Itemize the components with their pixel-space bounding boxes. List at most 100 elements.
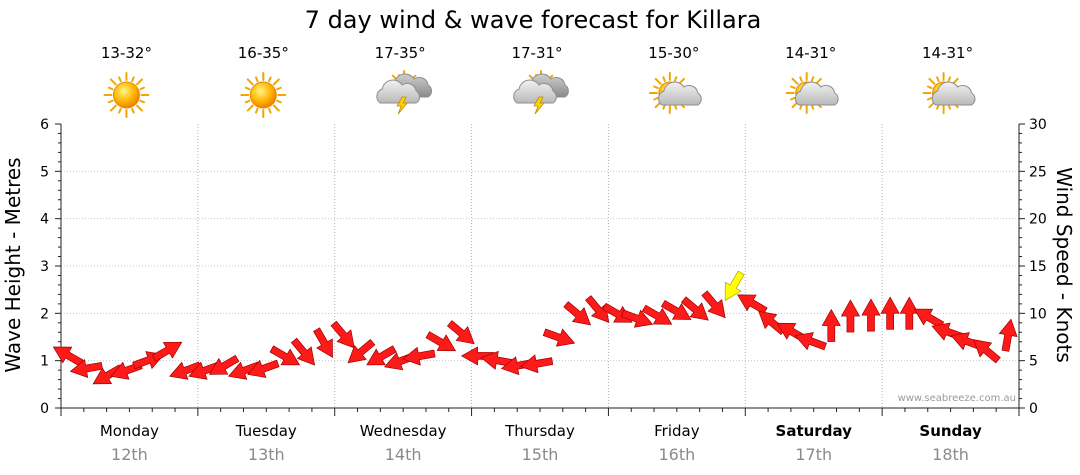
wind-arrow-shape bbox=[290, 337, 316, 366]
wind-arrow-marker bbox=[660, 299, 692, 320]
wind-arrow-marker bbox=[425, 331, 457, 352]
wind-arrow-marker bbox=[542, 328, 576, 347]
wind-arrow-shape bbox=[313, 327, 333, 358]
day-date-label: 15th bbox=[522, 445, 559, 464]
wind-arrow-marker bbox=[290, 337, 316, 366]
wind-arrow-marker bbox=[620, 309, 654, 328]
wind-arrow-shape bbox=[247, 359, 280, 378]
day-date-label: 17th bbox=[795, 445, 832, 464]
wind-arrow-marker bbox=[446, 320, 475, 345]
y2-tick-label: 5 bbox=[1029, 354, 1038, 370]
day-name-label: Monday bbox=[100, 422, 159, 440]
wind-arrow-shape bbox=[151, 341, 183, 362]
y-tick-label: 0 bbox=[40, 401, 49, 417]
wind-arrow-shape bbox=[660, 299, 692, 320]
storm-icon bbox=[513, 70, 569, 115]
wind-arrow-marker bbox=[701, 290, 726, 319]
y-tick-label: 2 bbox=[40, 306, 49, 322]
wind-arrow-shape bbox=[972, 339, 1001, 364]
wind-arrow-marker bbox=[821, 308, 841, 342]
wind-arrow-shape bbox=[208, 354, 240, 375]
temperature-range-label: 17-31° bbox=[511, 44, 562, 62]
wind-arrow-shape bbox=[821, 308, 841, 342]
partly-cloudy-icon bbox=[648, 72, 702, 114]
temperature-range-label: 15-30° bbox=[648, 44, 699, 62]
wind-arrow-shape bbox=[641, 304, 673, 325]
day-date-label: 14th bbox=[385, 445, 422, 464]
wind-arrow-marker bbox=[519, 354, 554, 374]
day-name-label: Sunday bbox=[919, 422, 982, 440]
wind-arrow-marker bbox=[151, 341, 183, 362]
day-labels: Monday 12th Tuesday 13th Wednesday 14th Thursd… bbox=[100, 422, 982, 464]
temperature-range-label: 16-35° bbox=[238, 44, 289, 62]
wind-arrow-marker bbox=[972, 339, 1001, 364]
wind-markers bbox=[52, 270, 1018, 385]
axes: 0 1 2 3 4 5 6 0 5 10 15 20 25 30 bbox=[40, 117, 1047, 417]
wind-arrow-shape bbox=[998, 318, 1018, 352]
day-date-label: 13th bbox=[248, 445, 285, 464]
wind-arrow-marker bbox=[998, 318, 1018, 352]
sun-icon bbox=[103, 72, 150, 118]
wind-arrow-shape bbox=[680, 296, 709, 321]
temperature-range-label: 14-31° bbox=[785, 44, 836, 62]
y2-tick-label: 30 bbox=[1029, 117, 1047, 133]
wind-arrow-shape bbox=[446, 320, 475, 345]
day-date-label: 18th bbox=[932, 445, 969, 464]
day-name-label: Saturday bbox=[776, 422, 853, 440]
y2-axis-label: Wind Speed - Knots bbox=[1052, 167, 1076, 363]
temperature-range-label: 14-31° bbox=[922, 44, 973, 62]
y-tick-label: 4 bbox=[40, 212, 49, 228]
y2-tick-label: 15 bbox=[1029, 259, 1047, 275]
watermark: www.seabreeze.com.au bbox=[898, 393, 1016, 404]
wind-arrow-shape bbox=[330, 320, 355, 349]
wind-arrow-shape bbox=[425, 331, 457, 352]
wind-arrow-shape bbox=[861, 298, 881, 332]
y2-tick-label: 0 bbox=[1029, 401, 1038, 417]
wind-arrow-shape bbox=[880, 296, 900, 330]
day-name-label: Thursday bbox=[504, 422, 575, 440]
day-name-label: Wednesday bbox=[360, 422, 447, 440]
wind-arrow-marker bbox=[641, 304, 673, 325]
forecast-summary-row: 13-32° 16-35° 17-35° 17-31° 15-30° 14-31° 14-3… bbox=[101, 44, 976, 118]
wind-arrow-marker bbox=[794, 332, 827, 351]
wind-arrow-shape bbox=[366, 345, 397, 366]
wind-arrow-shape bbox=[899, 296, 919, 330]
wind-arrow-shape bbox=[519, 354, 554, 374]
wind-arrow-marker bbox=[247, 359, 280, 378]
wind-arrow-shape bbox=[347, 339, 376, 364]
wind-arrow-marker bbox=[737, 294, 768, 315]
temperature-range-label: 13-32° bbox=[101, 44, 152, 62]
wind-arrow-shape bbox=[724, 270, 745, 302]
sun-icon bbox=[240, 72, 287, 118]
wind-arrow-marker bbox=[69, 359, 103, 378]
wind-arrow-marker bbox=[208, 354, 240, 375]
wind-arrow-marker bbox=[724, 270, 745, 302]
chart-title: 7 day wind & wave forecast for Killara bbox=[305, 6, 762, 34]
wind-arrow-marker bbox=[680, 296, 709, 321]
y-axis-label: Wave Height - Metres bbox=[1, 157, 25, 372]
wind-arrow-shape bbox=[269, 345, 301, 366]
y2-tick-label: 25 bbox=[1029, 164, 1047, 180]
y-tick-label: 5 bbox=[40, 164, 49, 180]
wind-arrow-shape bbox=[563, 301, 592, 326]
wind-arrow-shape bbox=[620, 309, 654, 328]
partly-cloudy-icon bbox=[922, 72, 976, 114]
wind-arrow-shape bbox=[542, 328, 576, 347]
y-tick-label: 1 bbox=[40, 354, 49, 370]
grid-lines bbox=[61, 124, 1019, 408]
wind-arrow-marker bbox=[563, 301, 592, 326]
y-tick-label: 3 bbox=[40, 259, 49, 275]
partly-cloudy-icon bbox=[785, 72, 839, 114]
day-name-label: Tuesday bbox=[235, 422, 297, 440]
wind-arrow-shape bbox=[737, 294, 768, 315]
wind-arrow-marker bbox=[347, 339, 376, 364]
temperature-range-label: 17-35° bbox=[375, 44, 426, 62]
wind-arrow-shape bbox=[69, 359, 103, 378]
wind-arrow-shape bbox=[840, 299, 861, 333]
storm-icon bbox=[376, 70, 432, 115]
day-date-label: 16th bbox=[658, 445, 695, 464]
wind-arrow-shape bbox=[701, 290, 726, 319]
day-date-label: 12th bbox=[111, 445, 148, 464]
y2-tick-label: 20 bbox=[1029, 212, 1047, 228]
